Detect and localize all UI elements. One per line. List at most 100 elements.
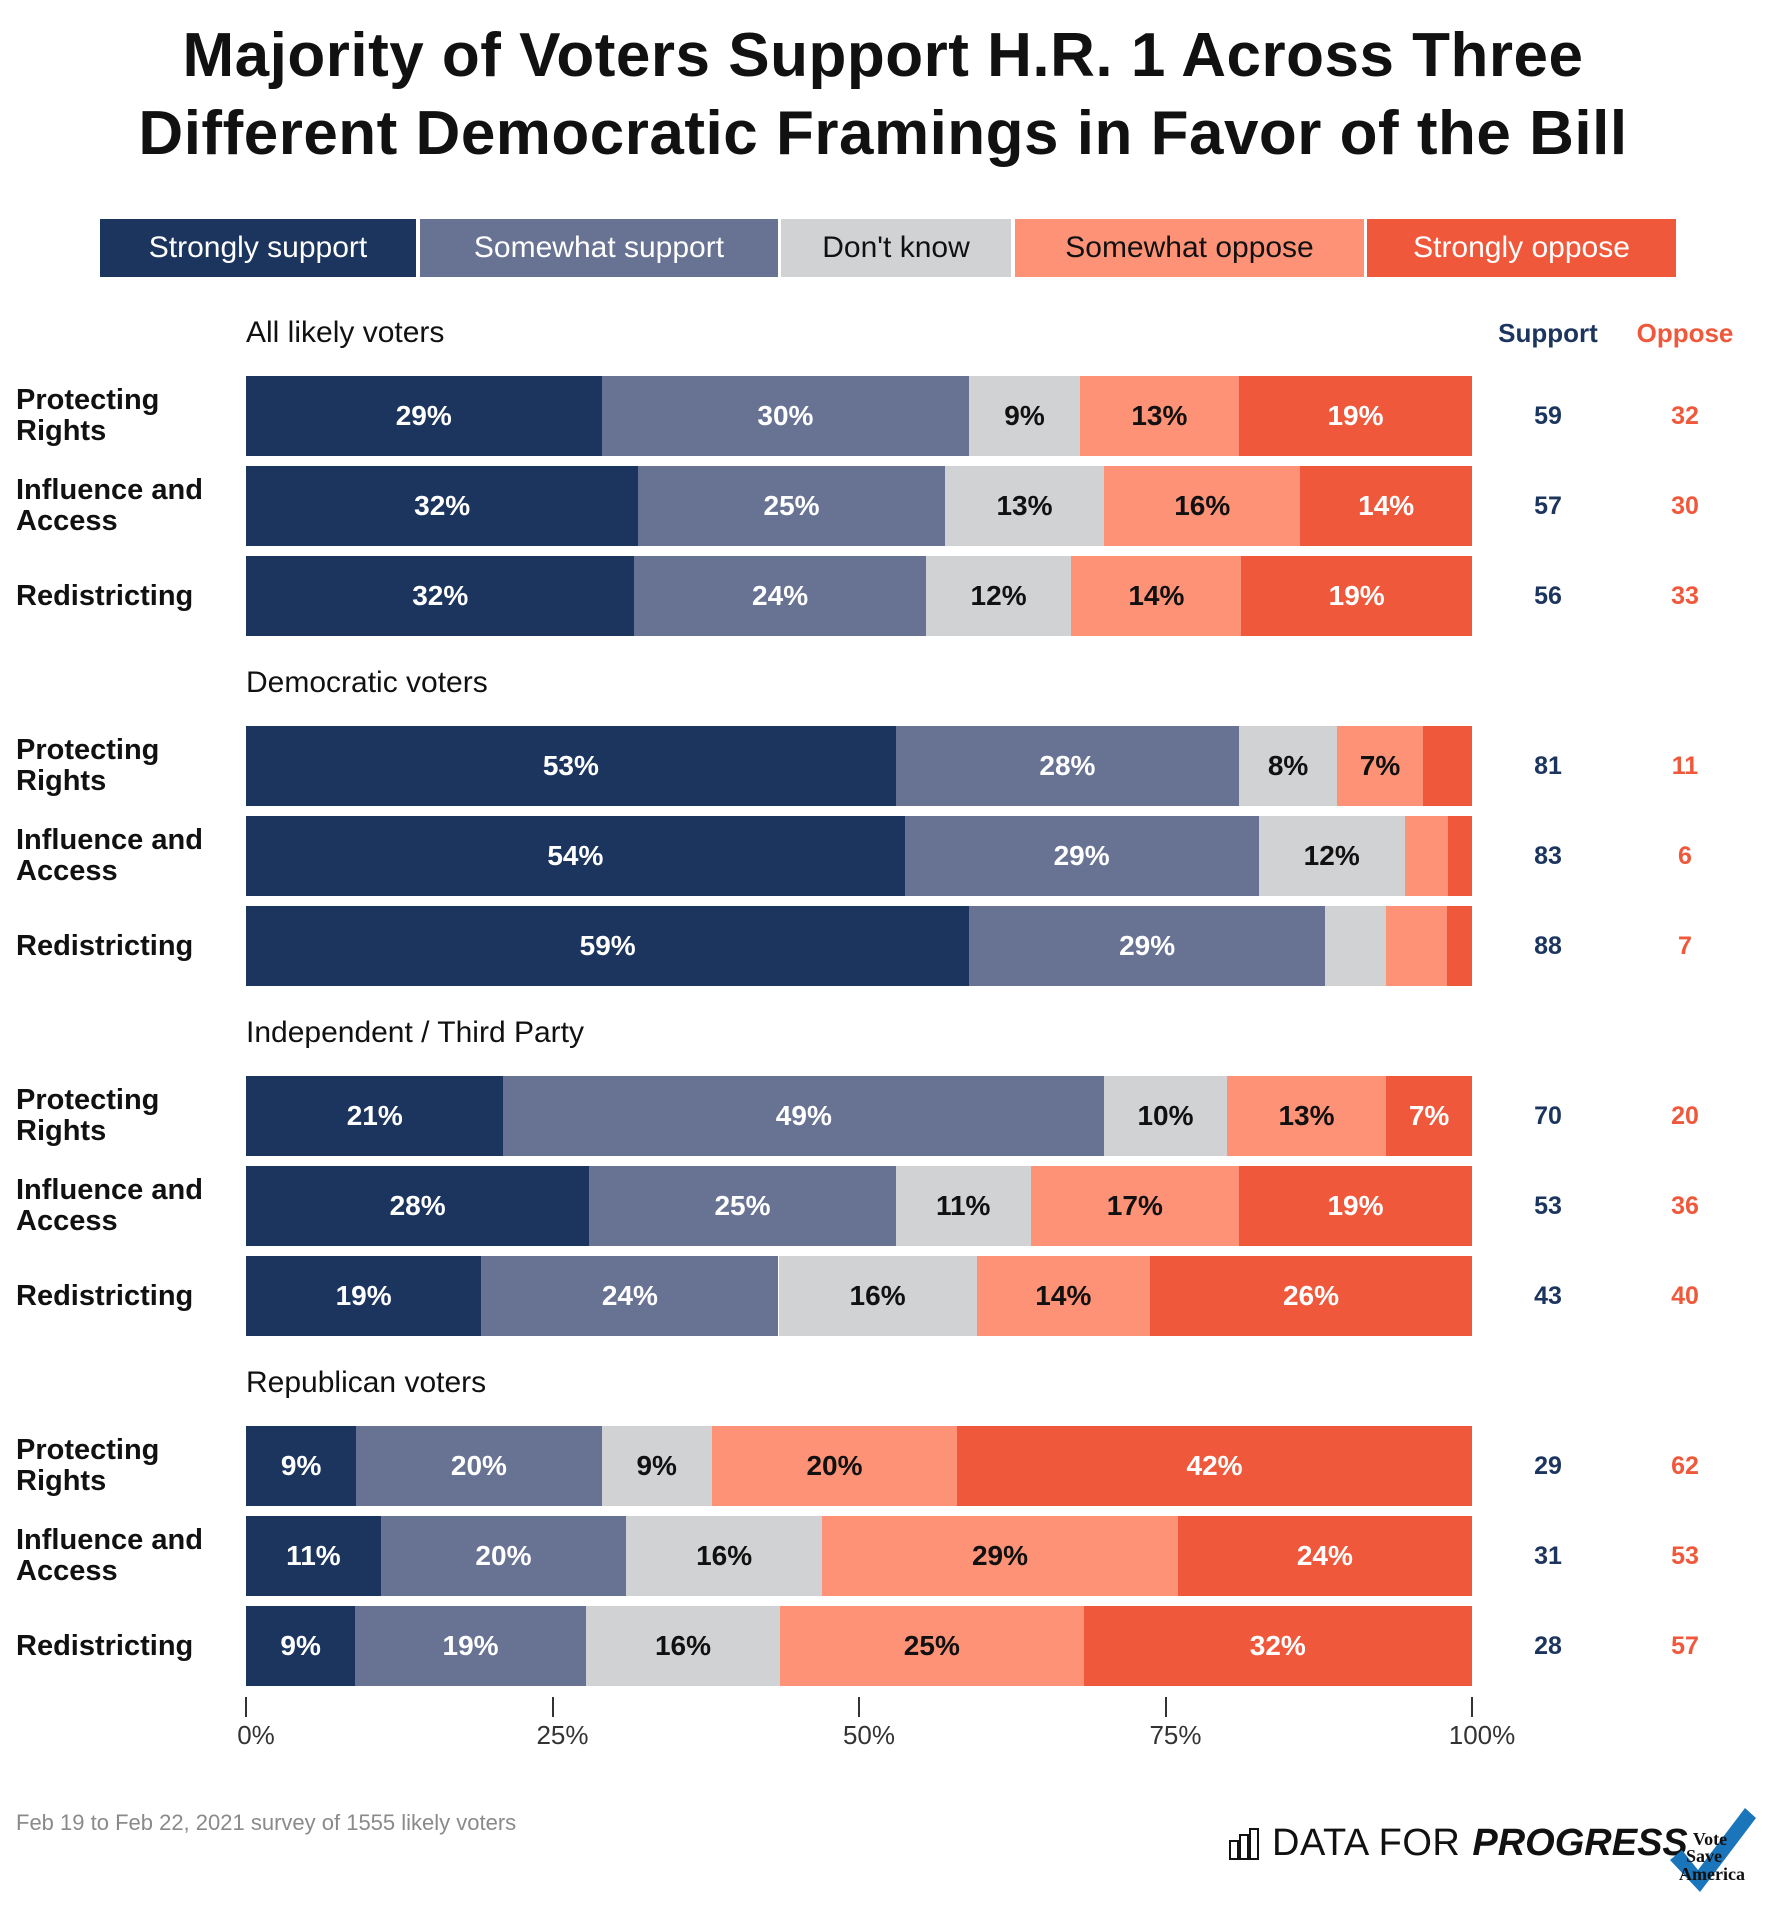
- bar-segment-somewhat-support: 20%: [380, 1516, 627, 1596]
- bar-segment-somewhat-oppose: 14%: [1071, 556, 1242, 636]
- bar-segment-strongly-oppose: 42%: [957, 1426, 1472, 1506]
- bar-segment-strongly-support: 9%: [246, 1606, 356, 1686]
- bar-segment-dont-know: 13%: [944, 466, 1105, 546]
- bar-segment-somewhat-support: 29%: [904, 816, 1259, 896]
- x-axis-tick-label: 100%: [1448, 1720, 1516, 1750]
- bar-segment-strongly-oppose: [1447, 906, 1472, 986]
- oppose-total: 32: [1671, 402, 1699, 430]
- bar-chart-icon: [1229, 1827, 1259, 1860]
- bar-segment-somewhat-oppose: [1386, 906, 1448, 986]
- bar-segment-somewhat-support: 24%: [481, 1256, 779, 1336]
- x-axis-tick-label: 25%: [536, 1720, 589, 1750]
- oppose-total: 7: [1678, 932, 1692, 960]
- support-column-header: Support: [1498, 318, 1598, 348]
- oppose-total: 57: [1671, 1632, 1699, 1660]
- bar-segment-dont-know: [1324, 906, 1387, 986]
- row-label: Protecting Rights: [16, 1434, 160, 1497]
- bar-segment-somewhat-support: 28%: [895, 726, 1240, 806]
- row-label: Redistricting: [16, 579, 194, 612]
- support-total: 70: [1534, 1102, 1562, 1130]
- svg-text:America: America: [1679, 1864, 1745, 1884]
- bar-segment-strongly-support: 32%: [246, 466, 639, 546]
- legend-item-strongly-support: Strongly support: [100, 219, 416, 277]
- bar-segment-strongly-support: 29%: [246, 376, 602, 456]
- bar-segment-somewhat-support: 20%: [356, 1426, 602, 1506]
- group-title: All likely voters: [246, 316, 445, 349]
- chart-title-line-1: Majority of Voters Support H.R. 1 Across…: [182, 21, 1584, 90]
- oppose-total: 20: [1671, 1102, 1699, 1130]
- support-total: 83: [1534, 842, 1562, 870]
- bar-segment-somewhat-support: 25%: [638, 466, 945, 546]
- bar-segment-strongly-support: 28%: [246, 1166, 590, 1246]
- svg-text:Save: Save: [1686, 1846, 1722, 1866]
- x-axis-tick-label: 0%: [237, 1720, 275, 1750]
- legend-item-somewhat-support: Somewhat support: [420, 219, 778, 277]
- bar-segment-strongly-oppose: [1447, 816, 1472, 896]
- group-title: Republican voters: [246, 1366, 487, 1399]
- bar-segment-strongly-oppose: 26%: [1150, 1256, 1472, 1336]
- bar-segment-strongly-support: 11%: [246, 1516, 381, 1596]
- bar-segment-somewhat-oppose: 7%: [1337, 726, 1423, 806]
- bar-segment-somewhat-oppose: 29%: [822, 1516, 1178, 1596]
- oppose-total: 62: [1671, 1452, 1699, 1480]
- bar-segment-strongly-support: 19%: [246, 1256, 482, 1336]
- x-axis-tick: [245, 1697, 247, 1717]
- row-label: Redistricting: [16, 929, 194, 962]
- oppose-total: 40: [1671, 1282, 1699, 1310]
- x-axis-tick: [551, 1697, 554, 1717]
- checkmark-icon: Vote Save America: [1670, 1808, 1756, 1892]
- row-label: Influence and Access: [16, 1174, 203, 1237]
- support-total: 59: [1534, 402, 1562, 430]
- bar-segment-strongly-support: 21%: [246, 1076, 504, 1156]
- data-for-progress-logo: DATA FOR PROGRESS: [1228, 1822, 1688, 1865]
- footnote: Feb 19 to Feb 22, 2021 survey of 1555 li…: [16, 1810, 517, 1835]
- bar-segment-strongly-support: 9%: [246, 1426, 357, 1506]
- support-total: 56: [1534, 582, 1562, 610]
- bar-segment-somewhat-oppose: 20%: [711, 1426, 958, 1506]
- dfp-text-light: DATA FOR: [1272, 1822, 1461, 1864]
- row-label: Influence and Access: [16, 824, 203, 887]
- bar-segment-somewhat-support: 24%: [634, 556, 926, 636]
- x-axis-tick: [1164, 1697, 1167, 1717]
- bar-segment-somewhat-oppose: [1404, 816, 1448, 896]
- bar-segment-dont-know: 12%: [925, 556, 1072, 636]
- bar-segment-somewhat-support: 30%: [601, 376, 970, 456]
- bar-segment-somewhat-oppose: 16%: [1104, 466, 1301, 546]
- bar-segment-strongly-oppose: [1422, 726, 1472, 806]
- legend-item-strongly-oppose: Strongly oppose: [1367, 219, 1676, 277]
- row-label: Protecting Rights: [16, 1084, 160, 1147]
- legend-item-somewhat-oppose: Somewhat oppose: [1015, 219, 1364, 277]
- support-total: 29: [1534, 1452, 1562, 1480]
- bar-segment-somewhat-oppose: 13%: [1079, 376, 1240, 456]
- support-total: 81: [1534, 752, 1562, 780]
- x-axis-tick-label: 75%: [1149, 1720, 1202, 1750]
- bar-segment-somewhat-oppose: 17%: [1030, 1166, 1240, 1246]
- bar-segment-dont-know: 16%: [778, 1256, 977, 1336]
- support-total: 28: [1534, 1632, 1562, 1660]
- oppose-total: 53: [1671, 1542, 1699, 1570]
- bar-segment-somewhat-support: 29%: [969, 906, 1325, 986]
- vote-save-america-logo: Vote Save America: [1660, 1800, 1760, 1900]
- legend-item-dont-know: Don't know: [781, 219, 1011, 277]
- oppose-total: 6: [1678, 842, 1692, 870]
- group-title: Independent / Third Party: [246, 1016, 584, 1049]
- bar-segment-strongly-oppose: 14%: [1300, 466, 1472, 546]
- oppose-total: 11: [1671, 752, 1699, 780]
- bar-segment-dont-know: 9%: [601, 1426, 712, 1506]
- row-label: Redistricting: [16, 1279, 194, 1312]
- bar-segment-somewhat-oppose: 13%: [1226, 1076, 1387, 1156]
- x-axis-tick: [858, 1697, 860, 1717]
- support-total: 53: [1534, 1192, 1562, 1220]
- support-total: 43: [1534, 1282, 1562, 1310]
- dfp-text-bold: PROGRESS: [1472, 1822, 1688, 1864]
- bar-segment-strongly-support: 53%: [246, 726, 896, 806]
- bar-segment-somewhat-support: 49%: [503, 1076, 1105, 1156]
- bar-segment-strongly-support: 32%: [246, 556, 635, 636]
- support-total: 57: [1534, 492, 1562, 520]
- row-label: Protecting Rights: [16, 734, 160, 797]
- support-total: 31: [1534, 1542, 1562, 1570]
- svg-text:Vote: Vote: [1693, 1829, 1727, 1849]
- row-label: Protecting Rights: [16, 384, 160, 447]
- bar-segment-strongly-support: 59%: [246, 906, 970, 986]
- bar-segment-dont-know: 16%: [626, 1516, 823, 1596]
